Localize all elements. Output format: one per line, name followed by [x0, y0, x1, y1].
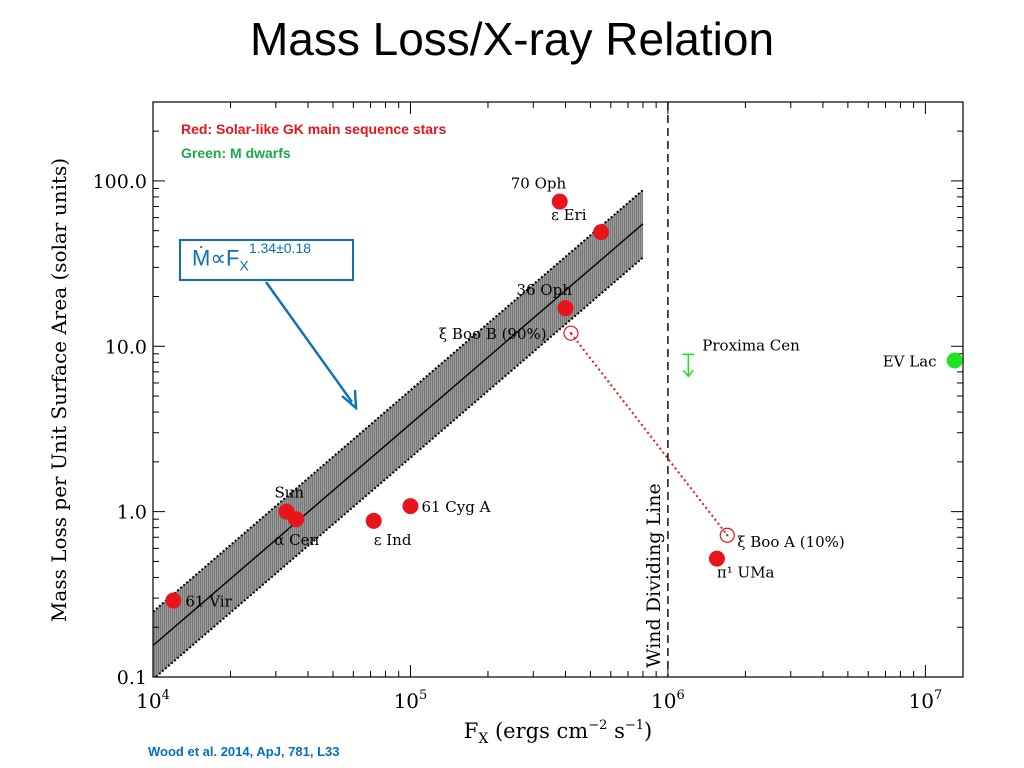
point-ev-lac [946, 352, 963, 369]
point--eri [593, 224, 610, 241]
point-label--boo-b-90-: ξ Boo B (90%) [439, 325, 547, 343]
wind-dividing-label: Wind Dividing Line [643, 483, 665, 668]
x-axis-title: FX (ergs cm−2 s−1) [464, 718, 652, 747]
formula-exponent: 1.34±0.18 [248, 240, 312, 256]
y-tick-label: 0.1 [117, 667, 147, 689]
fit-group [153, 189, 644, 677]
upper-limit-arrow [682, 369, 694, 378]
y-tick-label: 10.0 [105, 336, 147, 358]
x-tick-label: 106 [651, 688, 685, 713]
point-label--uma: π¹ UMa [717, 564, 775, 582]
point-label-61-vir: 61 Vir [185, 593, 232, 611]
point-70-oph [551, 193, 568, 210]
y-axis-title: Mass Loss per Unit Surface Area (solar u… [47, 158, 71, 622]
legend-green-label: Green: M dwarfs [181, 145, 291, 161]
x-tick-label: 107 [909, 688, 943, 713]
point--ind [365, 512, 382, 529]
formula-subscript: X [239, 257, 249, 274]
y-tick-label: 1.0 [117, 502, 147, 524]
point--cen [288, 511, 305, 528]
formula-arrow [265, 281, 353, 403]
formula-arrowhead [341, 389, 358, 411]
point-36-oph [557, 300, 574, 317]
point-label--eri: ε Eri [551, 206, 587, 224]
point-label-70-oph: 70 Oph [511, 175, 567, 193]
point-label--ind: ε Ind [374, 531, 412, 549]
slide-title: Mass Loss/X-ray Relation [249, 13, 775, 65]
fit-line [153, 223, 644, 647]
point-label-61-cyg-a: 61 Cyg A [421, 498, 490, 516]
point-label--cen: α Cen [274, 531, 319, 549]
point-61-vir [165, 592, 182, 609]
point-label-36-oph: 36 Oph [516, 281, 572, 299]
point-label-sun: Sun [274, 484, 304, 502]
legend-red-label: Red: Solar-like GK main sequence stars [181, 121, 447, 137]
x-tick-label: 105 [394, 688, 428, 713]
citation: Wood et al. 2014, ApJ, 781, L33 [148, 744, 340, 759]
formula-proportional: ∝ [210, 245, 227, 271]
formula-mdot: Ṁ [192, 245, 211, 271]
point--boo-b-90- [563, 325, 579, 341]
uncertainty-band [153, 190, 643, 677]
point-center--boo-b-90- [569, 331, 573, 335]
point--uma [708, 550, 725, 567]
point-61-cyg-a [402, 498, 419, 515]
point--boo-a-10- [719, 527, 735, 543]
point-label-ev-lac: EV Lac [883, 353, 937, 371]
formula-f: F [226, 245, 240, 271]
y-tick-label: 100.0 [93, 171, 147, 193]
power-law-formula: Ṁ∝FX1.34±0.18 [179, 239, 354, 281]
plot-frame [152, 101, 964, 678]
x-tick-label: 104 [136, 688, 170, 713]
point-label--boo-a-10-: ξ Boo A (10%) [737, 533, 845, 551]
point-label-proxima-cen: Proxima Cen [702, 336, 800, 354]
point-center--boo-a-10- [726, 534, 729, 537]
